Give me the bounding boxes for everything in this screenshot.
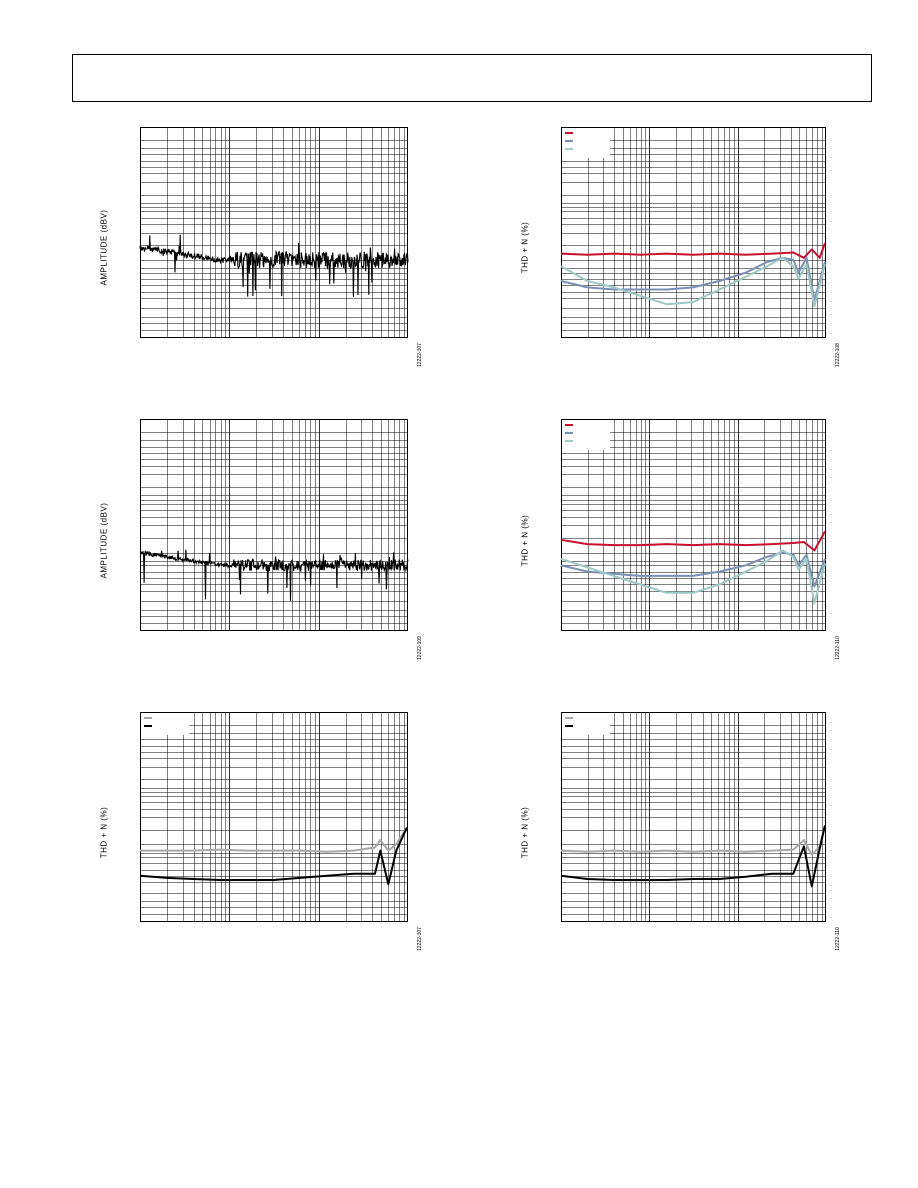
legend	[562, 713, 610, 735]
series-line-1	[140, 826, 408, 853]
thdn-plot-4	[560, 712, 826, 922]
series-line-3	[560, 256, 826, 308]
series-line-spectrum	[139, 234, 409, 297]
y-axis-label: THD + N (%)	[99, 806, 109, 859]
y-axis-label: AMPLITUDE (dBV)	[99, 209, 109, 286]
y-axis-label: AMPLITUDE (dBV)	[99, 502, 109, 579]
figure-id: 12222-110	[835, 636, 841, 660]
series-line-1	[560, 242, 826, 259]
series-line-1	[560, 530, 826, 552]
thdn-plot-2	[560, 419, 826, 631]
legend	[562, 128, 610, 158]
legend	[141, 713, 189, 735]
figure-id: 12222-107	[417, 343, 423, 367]
thdn-plot-3	[139, 712, 408, 922]
plot-frame	[561, 419, 826, 631]
series-line-3	[560, 549, 826, 605]
plot-frame	[561, 127, 826, 338]
figure-id: 12222-108	[835, 343, 841, 367]
amplitude-plot-2	[139, 419, 409, 631]
y-axis-label: THD + N (%)	[520, 222, 530, 274]
y-axis-label: THD + N (%)	[520, 514, 530, 567]
figure-id: 12222-109	[417, 636, 423, 660]
plot-frame	[140, 419, 408, 631]
plot-frame	[140, 127, 408, 338]
amplitude-plot-1	[139, 127, 409, 338]
figure-id: 12222-107	[417, 927, 423, 951]
legend-box	[141, 713, 189, 735]
figure-id: 12222-110	[835, 927, 841, 951]
series-line-2	[560, 825, 826, 888]
legend-box	[562, 713, 610, 735]
plot-frame	[561, 712, 826, 922]
plot-frame	[140, 712, 408, 922]
thdn-plot-1	[560, 127, 826, 338]
series-line-2	[139, 827, 408, 886]
series-line-1	[560, 825, 826, 856]
page-header-box	[72, 54, 872, 102]
y-axis-label: THD + N (%)	[520, 806, 530, 859]
series-line-2	[560, 256, 826, 301]
legend	[562, 420, 610, 450]
series-line-spectrum	[139, 549, 409, 601]
series-line-2	[560, 551, 826, 588]
